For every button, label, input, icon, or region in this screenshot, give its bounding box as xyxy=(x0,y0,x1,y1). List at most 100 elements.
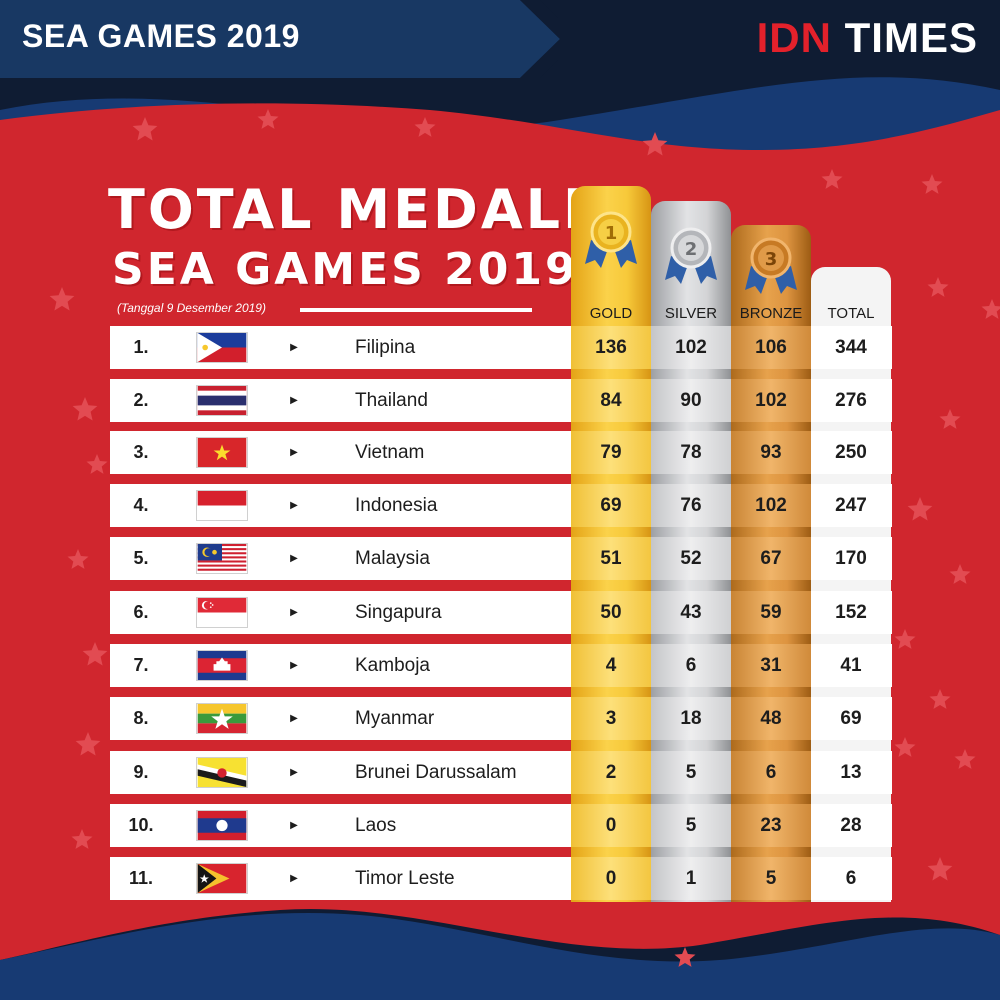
total-count: 41 xyxy=(840,655,862,676)
table-row: 11. ▶ Timor Leste 0 1 5 6 xyxy=(110,857,892,900)
vietnam-flag-icon xyxy=(196,437,248,468)
myanmar-flag-icon xyxy=(196,703,248,734)
star-icon xyxy=(72,397,98,421)
header-banner xyxy=(0,0,560,78)
silver-count: 78 xyxy=(651,431,731,474)
gold-count: 3 xyxy=(571,697,651,740)
laos-flag-icon xyxy=(196,810,248,841)
silver-count: 18 xyxy=(651,697,731,740)
gold-count: 50 xyxy=(571,591,651,634)
triangle-bullet-icon: ▶ xyxy=(290,873,298,884)
rank: 7. xyxy=(133,655,149,675)
star-icon xyxy=(921,174,943,194)
total-count: 344 xyxy=(835,337,867,358)
rank: 8. xyxy=(133,708,149,728)
brand-logo: IDN TIMES xyxy=(757,14,978,62)
triangle-bullet-icon: ▶ xyxy=(290,767,298,778)
triangle-bullet-icon: ▶ xyxy=(290,607,298,618)
triangle-bullet-icon: ▶ xyxy=(290,820,298,831)
bronze-medal-icon: 3 xyxy=(745,237,797,294)
silver-count: 90 xyxy=(651,379,731,422)
star-icon xyxy=(49,287,75,311)
star-icon xyxy=(71,829,93,849)
gold-count: 0 xyxy=(571,804,651,847)
silver-count: 102 xyxy=(651,326,731,369)
brand-logo-idn: IDN xyxy=(756,14,832,61)
total-count: 6 xyxy=(845,868,857,889)
malaysia-flag-icon xyxy=(196,543,248,574)
philippines-flag-icon xyxy=(196,332,248,363)
gold-count: 84 xyxy=(571,379,651,422)
gold-medal-number: 1 xyxy=(605,223,618,244)
star-icon xyxy=(821,169,843,189)
main-title-line1: TOTAL MEDALI xyxy=(108,178,587,241)
star-icon xyxy=(927,857,953,881)
rank: 10. xyxy=(128,815,154,835)
silver-medal-number: 2 xyxy=(685,239,698,260)
star-icon xyxy=(949,564,971,584)
bronze-count: 6 xyxy=(731,751,811,794)
col-header-bronze: BRONZE xyxy=(739,305,803,322)
rank: 6. xyxy=(133,602,149,622)
star-icon xyxy=(927,277,949,297)
col-header-silver: SILVER xyxy=(664,305,718,322)
total-count: 250 xyxy=(835,442,867,463)
country-name: Timor Leste xyxy=(355,868,455,889)
table-row: 8. ▶ Myanmar 3 18 48 69 xyxy=(110,697,892,740)
star-icon xyxy=(954,749,976,769)
triangle-bullet-icon: ▶ xyxy=(290,395,298,406)
country-name: Vietnam xyxy=(355,442,425,463)
col-header-total: TOTAL xyxy=(827,305,875,322)
divider xyxy=(300,308,532,312)
cambodia-flag-icon xyxy=(196,650,248,681)
country-name: Indonesia xyxy=(355,495,438,516)
blue-wave-bottom xyxy=(0,913,1000,1000)
col-header-gold: GOLD xyxy=(589,305,633,322)
star-icon xyxy=(82,642,108,666)
bronze-count: 31 xyxy=(731,644,811,687)
gold-count: 79 xyxy=(571,431,651,474)
country-name: Myanmar xyxy=(355,708,435,729)
bronze-count: 23 xyxy=(731,804,811,847)
brand-logo-times: TIMES xyxy=(844,14,978,61)
star-icon xyxy=(981,299,1000,319)
indonesia-flag-icon xyxy=(196,490,248,521)
star-icon xyxy=(67,549,89,569)
table-row: 1. ▶ Filipina 136 102 106 344 xyxy=(110,326,892,369)
country-name: Thailand xyxy=(355,390,428,411)
rank: 11. xyxy=(128,868,154,888)
table-row: 10. ▶ Laos 0 5 23 28 xyxy=(110,804,892,847)
bronze-count: 106 xyxy=(731,326,811,369)
silver-medal-icon: 2 xyxy=(665,227,717,284)
gold-count: 0 xyxy=(571,857,651,900)
rank: 4. xyxy=(133,495,149,515)
country-name: Laos xyxy=(355,815,397,836)
silver-count: 5 xyxy=(651,751,731,794)
rank: 1. xyxy=(133,337,149,357)
gold-count: 69 xyxy=(571,484,651,527)
singapore-flag-icon xyxy=(196,597,248,628)
rank: 5. xyxy=(133,548,149,568)
star-icon xyxy=(894,629,916,649)
star-decorations xyxy=(49,109,1000,967)
triangle-bullet-icon: ▶ xyxy=(290,342,298,353)
bronze-count: 59 xyxy=(731,591,811,634)
date-note: (Tanggal 9 Desember 2019) xyxy=(117,301,266,315)
total-count: 13 xyxy=(840,762,862,783)
star-icon xyxy=(674,947,696,967)
gold-count: 51 xyxy=(571,537,651,580)
triangle-bullet-icon: ▶ xyxy=(290,500,298,511)
bronze-count: 48 xyxy=(731,697,811,740)
total-count: 28 xyxy=(840,815,862,836)
country-name: Kamboja xyxy=(355,655,430,676)
table-row: 2. ▶ Thailand 84 90 102 276 xyxy=(110,379,892,422)
triangle-bullet-icon: ▶ xyxy=(290,713,298,724)
bronze-count: 67 xyxy=(731,537,811,580)
total-column xyxy=(811,267,891,902)
silver-count: 43 xyxy=(651,591,731,634)
total-count: 276 xyxy=(835,390,867,411)
country-name: Malaysia xyxy=(355,548,430,569)
star-icon xyxy=(929,689,951,709)
table-row: 7. ▶ Kamboja 4 6 31 41 xyxy=(110,644,892,687)
